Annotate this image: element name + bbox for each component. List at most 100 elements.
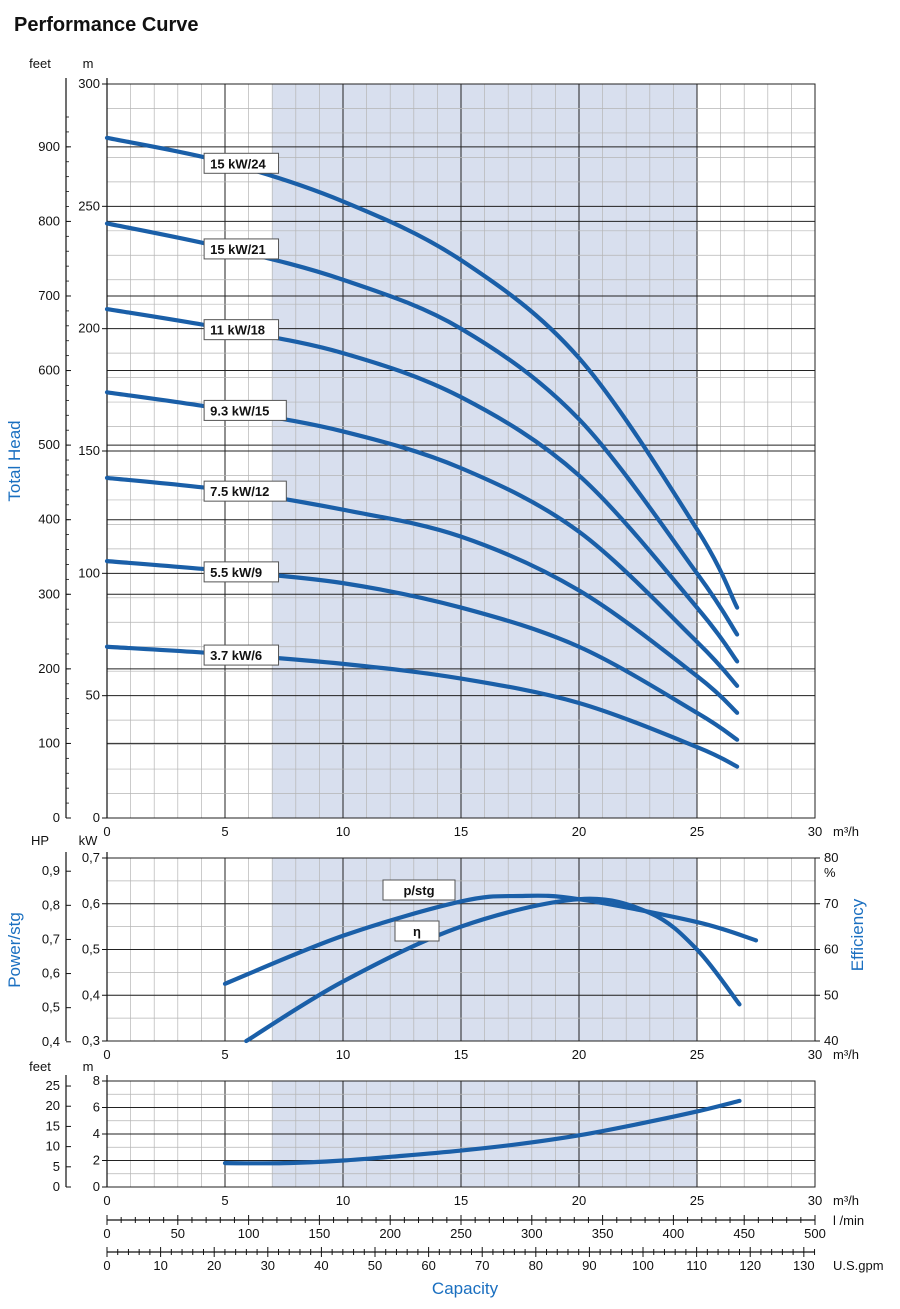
npsh-x-unit: m³/h bbox=[833, 1193, 859, 1208]
lpm-tick-label: 250 bbox=[450, 1226, 472, 1241]
gpm-tick-label: 30 bbox=[261, 1258, 275, 1273]
lpm-tick-label: 450 bbox=[733, 1226, 755, 1241]
head-feet-tick-label: 300 bbox=[38, 586, 60, 601]
power-series-label-box bbox=[382, 879, 456, 901]
head-series-label: 7.5 kW/12 bbox=[210, 484, 269, 499]
head-x-tick-label: 10 bbox=[336, 824, 350, 839]
power-x-tick-label: 0 bbox=[103, 1047, 110, 1062]
gpm-tick-label: 90 bbox=[582, 1258, 596, 1273]
eff-unit: % bbox=[824, 865, 836, 880]
head-feet-tick-label: 900 bbox=[38, 139, 60, 154]
power-hp-tick-label: 0,5 bbox=[42, 1000, 60, 1015]
head-feet-tick-label: 400 bbox=[38, 512, 60, 527]
lpm-unit: l /min bbox=[833, 1213, 864, 1228]
head-x-unit: m³/h bbox=[833, 824, 859, 839]
lpm-tick-label: 0 bbox=[103, 1226, 110, 1241]
gpm-tick-label: 80 bbox=[529, 1258, 543, 1273]
npsh-m-tick-label: 2 bbox=[93, 1153, 100, 1168]
power-hp-tick-label: 0,8 bbox=[42, 897, 60, 912]
head-series-label-box bbox=[203, 399, 287, 421]
head-series-label: 3.7 kW/6 bbox=[210, 648, 262, 663]
npsh-x-tick-label: 20 bbox=[572, 1193, 586, 1208]
head-m-tick-label: 200 bbox=[78, 321, 100, 336]
lpm-tick-label: 150 bbox=[309, 1226, 331, 1241]
npsh-feet-unit: feet bbox=[29, 1059, 51, 1074]
eff-tick-label: 40 bbox=[824, 1033, 838, 1048]
power-x-tick-label: 20 bbox=[572, 1047, 586, 1062]
head-m-tick-label: 0 bbox=[93, 810, 100, 825]
head-feet-tick-label: 200 bbox=[38, 661, 60, 676]
gpm-tick-label: 10 bbox=[153, 1258, 167, 1273]
head-feet-tick-label: 0 bbox=[53, 810, 60, 825]
lpm-tick-label: 400 bbox=[663, 1226, 685, 1241]
npsh-x-tick-label: 0 bbox=[103, 1193, 110, 1208]
npsh-m-unit: m bbox=[83, 1059, 94, 1074]
lpm-tick-label: 300 bbox=[521, 1226, 543, 1241]
power-kw-tick-label: 0,3 bbox=[82, 1033, 100, 1048]
npsh-x-tick-label: 25 bbox=[690, 1193, 704, 1208]
power-curve-1 bbox=[244, 896, 742, 1044]
head-m-tick-label: 300 bbox=[78, 76, 100, 91]
head-m-tick-label: 50 bbox=[86, 688, 100, 703]
npsh-feet-tick-label: 10 bbox=[46, 1139, 60, 1154]
npsh-m-tick-label: 6 bbox=[93, 1100, 100, 1115]
page-title: Performance Curve bbox=[14, 14, 199, 36]
labels-layer: 15 kW/24 15 kW/21 11 kW/18 9.3 kW/15 7.5 kW/… bbox=[203, 152, 456, 942]
power-hp-tick-label: 0,9 bbox=[42, 863, 60, 878]
head-x-tick-label: 5 bbox=[221, 824, 228, 839]
npsh-feet-tick-label: 5 bbox=[53, 1159, 60, 1174]
head-x-tick-label: 25 bbox=[690, 824, 704, 839]
head-y-title: Total Head bbox=[5, 420, 24, 501]
power-x-tick-label: 5 bbox=[221, 1047, 228, 1062]
gpm-unit: U.S.gpm bbox=[833, 1258, 884, 1273]
npsh-curve-0 bbox=[222, 1098, 742, 1166]
eff-tick-label: 70 bbox=[824, 896, 838, 911]
head-feet-tick-label: 500 bbox=[38, 437, 60, 452]
power-hp-tick-label: 0,7 bbox=[42, 931, 60, 946]
head-feet-tick-label: 600 bbox=[38, 363, 60, 378]
axes-layer: 0501001502002503000100200300400500600700… bbox=[5, 56, 884, 1298]
head-x-tick-label: 0 bbox=[103, 824, 110, 839]
head-x-tick-label: 30 bbox=[808, 824, 822, 839]
gpm-tick-label: 0 bbox=[103, 1258, 110, 1273]
power-y-title: Power/stg bbox=[5, 912, 24, 988]
head-m-unit: m bbox=[83, 56, 94, 71]
gpm-tick-label: 70 bbox=[475, 1258, 489, 1273]
head-series-label: 15 kW/21 bbox=[210, 242, 266, 257]
head-series-label-box bbox=[203, 561, 280, 583]
gpm-tick-label: 130 bbox=[793, 1258, 815, 1273]
gpm-tick-label: 100 bbox=[632, 1258, 654, 1273]
gpm-tick-label: 110 bbox=[686, 1258, 707, 1273]
power-x-tick-label: 25 bbox=[690, 1047, 704, 1062]
head-feet-unit: feet bbox=[29, 56, 51, 71]
head-series-label-box bbox=[203, 644, 280, 666]
power-kw-tick-label: 0,4 bbox=[82, 987, 100, 1002]
npsh-x-tick-label: 5 bbox=[221, 1193, 228, 1208]
gpm-tick-label: 60 bbox=[421, 1258, 435, 1273]
head-feet-tick-label: 700 bbox=[38, 288, 60, 303]
power-kw-unit: kW bbox=[79, 833, 99, 848]
npsh-m-tick-label: 4 bbox=[93, 1126, 100, 1141]
head-m-tick-label: 100 bbox=[78, 565, 100, 580]
head-series-label-box bbox=[203, 319, 280, 341]
head-series-label-box bbox=[203, 480, 287, 502]
npsh-feet-tick-label: 15 bbox=[46, 1118, 60, 1133]
head-series-label: 5.5 kW/9 bbox=[210, 565, 262, 580]
head-x-tick-label: 15 bbox=[454, 824, 468, 839]
eff-tick-label: 50 bbox=[824, 987, 838, 1002]
capacity-title: Capacity bbox=[432, 1279, 499, 1298]
head-x-tick-label: 20 bbox=[572, 824, 586, 839]
power-series-label-box bbox=[394, 920, 440, 942]
power-curve-0 bbox=[222, 893, 759, 986]
head-series-label-box bbox=[203, 238, 280, 260]
npsh-x-tick-label: 10 bbox=[336, 1193, 350, 1208]
head-series-label: 9.3 kW/15 bbox=[210, 403, 269, 418]
power-kw-tick-label: 0,5 bbox=[82, 942, 100, 957]
power-kw-tick-label: 0,7 bbox=[82, 850, 100, 865]
gpm-tick-label: 40 bbox=[314, 1258, 328, 1273]
head-series-label: 11 kW/18 bbox=[210, 323, 265, 338]
head-m-tick-label: 150 bbox=[78, 443, 100, 458]
eff-y-title: Efficiency bbox=[848, 898, 867, 971]
gpm-tick-label: 50 bbox=[368, 1258, 382, 1273]
